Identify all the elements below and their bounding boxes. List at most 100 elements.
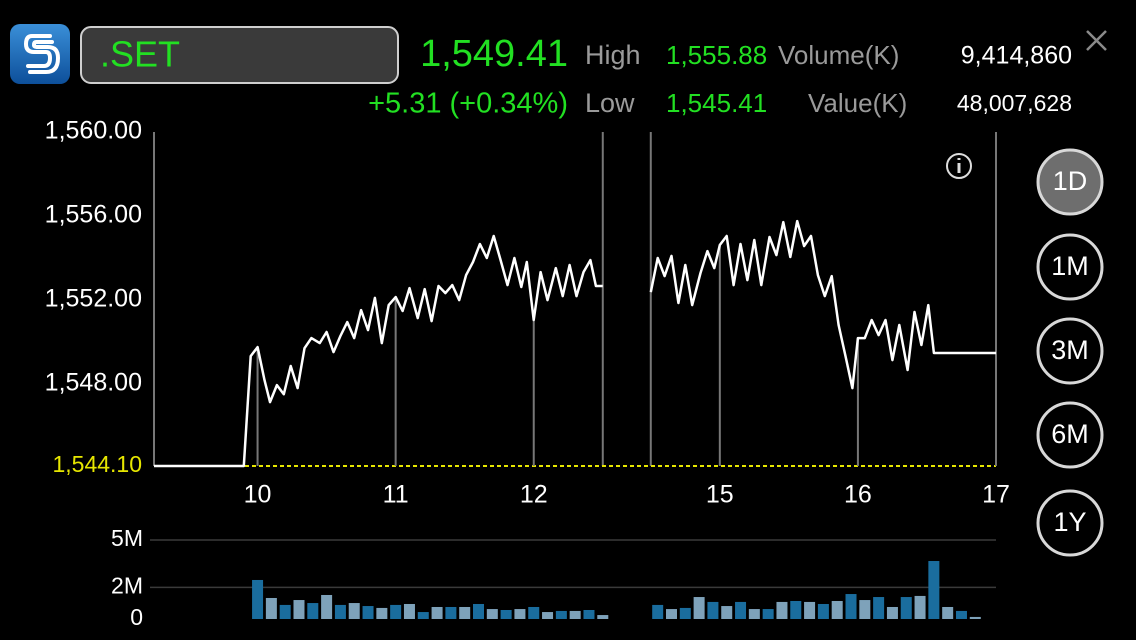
volume-bar bbox=[873, 597, 885, 619]
period-button-circle bbox=[1036, 148, 1104, 216]
logo[interactable] bbox=[10, 24, 70, 84]
low-value: 1,545.41 bbox=[666, 88, 767, 118]
volume-bar bbox=[555, 610, 567, 619]
change: +5.31 (+0.34%) bbox=[368, 88, 568, 120]
volume-bar bbox=[707, 601, 719, 619]
volume-bar bbox=[528, 606, 540, 619]
x-tick-label: 17 bbox=[982, 481, 1010, 509]
volume-bar bbox=[969, 616, 981, 619]
volume-bar bbox=[597, 615, 609, 619]
value-value: 48,007,628 bbox=[957, 90, 1072, 116]
volume-bar bbox=[334, 604, 346, 619]
volume-bar bbox=[431, 606, 443, 619]
volume-bar bbox=[776, 601, 788, 619]
volume-bar bbox=[348, 603, 360, 619]
period-button-circle bbox=[1036, 401, 1104, 469]
low-label: Low bbox=[585, 88, 635, 118]
close-button[interactable] bbox=[1086, 30, 1107, 51]
volume-bar bbox=[735, 601, 747, 619]
volume-bar bbox=[403, 603, 415, 619]
volume-bar bbox=[293, 600, 305, 619]
info-button[interactable] bbox=[946, 153, 972, 179]
volume-bar bbox=[679, 607, 691, 619]
volume-bar bbox=[542, 612, 554, 619]
period-button-label: 3M bbox=[1051, 335, 1089, 365]
volume-bar bbox=[307, 603, 319, 619]
volume-bar bbox=[459, 606, 471, 619]
x-tick-label: 11 bbox=[383, 481, 409, 509]
volume-bar bbox=[748, 609, 760, 619]
y-tick-label: 1,556.00 bbox=[45, 201, 142, 229]
volume-bar bbox=[928, 561, 940, 619]
volume-bar bbox=[955, 610, 967, 619]
volume-bar bbox=[417, 612, 429, 619]
info-circle bbox=[946, 153, 972, 179]
volume-bar bbox=[473, 603, 485, 619]
high-value: 1,555.88 bbox=[666, 40, 767, 70]
volume-bar bbox=[721, 606, 733, 619]
price-line bbox=[154, 219, 996, 468]
y-tick-label: 2M bbox=[111, 572, 143, 598]
volume-bar bbox=[845, 594, 857, 619]
period-button[interactable]: 1D bbox=[1036, 148, 1104, 216]
volume-value: 9,414,860 bbox=[961, 42, 1072, 70]
x-tick-label: 12 bbox=[520, 481, 548, 509]
volume-bar bbox=[804, 601, 816, 619]
period-button[interactable]: 3M bbox=[1036, 317, 1104, 385]
volume-bar bbox=[279, 604, 291, 619]
period-button-label: 6M bbox=[1051, 419, 1089, 449]
volume-bar bbox=[445, 606, 457, 619]
volume-bar bbox=[817, 603, 829, 619]
volume-bar bbox=[831, 600, 843, 619]
period-button[interactable]: 6M bbox=[1036, 401, 1104, 469]
volume-bar bbox=[500, 609, 512, 619]
plot: 1,548.00 1,552.00 1,556.00 1,560.00 1,544.10… bbox=[45, 117, 1010, 630]
logo-glyph bbox=[23, 34, 61, 74]
volume-bar bbox=[914, 595, 926, 619]
volume-bar bbox=[693, 597, 705, 619]
volume-bar bbox=[900, 597, 912, 619]
y-tick-label: 1,552.00 bbox=[45, 285, 142, 313]
volume-bar bbox=[362, 606, 374, 619]
volume-bar bbox=[390, 604, 402, 619]
prev-close-label: 1,544.10 bbox=[52, 451, 142, 477]
volume-bar bbox=[514, 609, 526, 619]
volume-bar bbox=[265, 597, 277, 619]
volume-bar bbox=[859, 600, 871, 619]
volume-bar bbox=[762, 609, 774, 619]
y-tick-label: 1,560.00 bbox=[45, 117, 142, 145]
y-tick-label: 0 bbox=[130, 604, 143, 630]
period-buttons: 1D 1M 3M 6M 1Y bbox=[1036, 148, 1104, 557]
value-label: Value(K) bbox=[808, 88, 907, 118]
volume-bar bbox=[321, 594, 333, 619]
price: 1,549.41 bbox=[420, 33, 568, 75]
volume-label: Volume(K) bbox=[778, 40, 899, 70]
period-button[interactable]: 1M bbox=[1036, 233, 1104, 301]
period-button-label: 1M bbox=[1051, 251, 1089, 281]
period-button[interactable]: 1Y bbox=[1036, 489, 1104, 557]
volume-bar bbox=[376, 607, 388, 619]
volume-bar bbox=[942, 606, 954, 619]
volume-bar bbox=[652, 604, 664, 619]
x-tick-label: 16 bbox=[844, 481, 872, 509]
period-button-circle bbox=[1036, 489, 1104, 557]
volume-bar bbox=[665, 609, 677, 619]
high-label: High bbox=[585, 40, 641, 70]
y-tick-label: 5M bbox=[111, 525, 143, 551]
x-tick-label: 15 bbox=[706, 481, 734, 509]
volume-bar bbox=[886, 606, 898, 619]
volume-bar bbox=[252, 579, 264, 619]
period-button-label: 1Y bbox=[1053, 507, 1086, 537]
period-button-circle bbox=[1036, 233, 1104, 301]
volume-bar bbox=[569, 610, 581, 619]
period-button-label: 1D bbox=[1053, 166, 1088, 196]
x-tick-label: 10 bbox=[244, 481, 272, 509]
period-button-circle bbox=[1036, 317, 1104, 385]
symbol: .SET bbox=[100, 34, 180, 75]
volume-bar bbox=[486, 609, 498, 619]
y-tick-label: 1,548.00 bbox=[45, 369, 142, 397]
symbol-box[interactable] bbox=[80, 26, 399, 84]
volume-bar bbox=[790, 600, 802, 619]
